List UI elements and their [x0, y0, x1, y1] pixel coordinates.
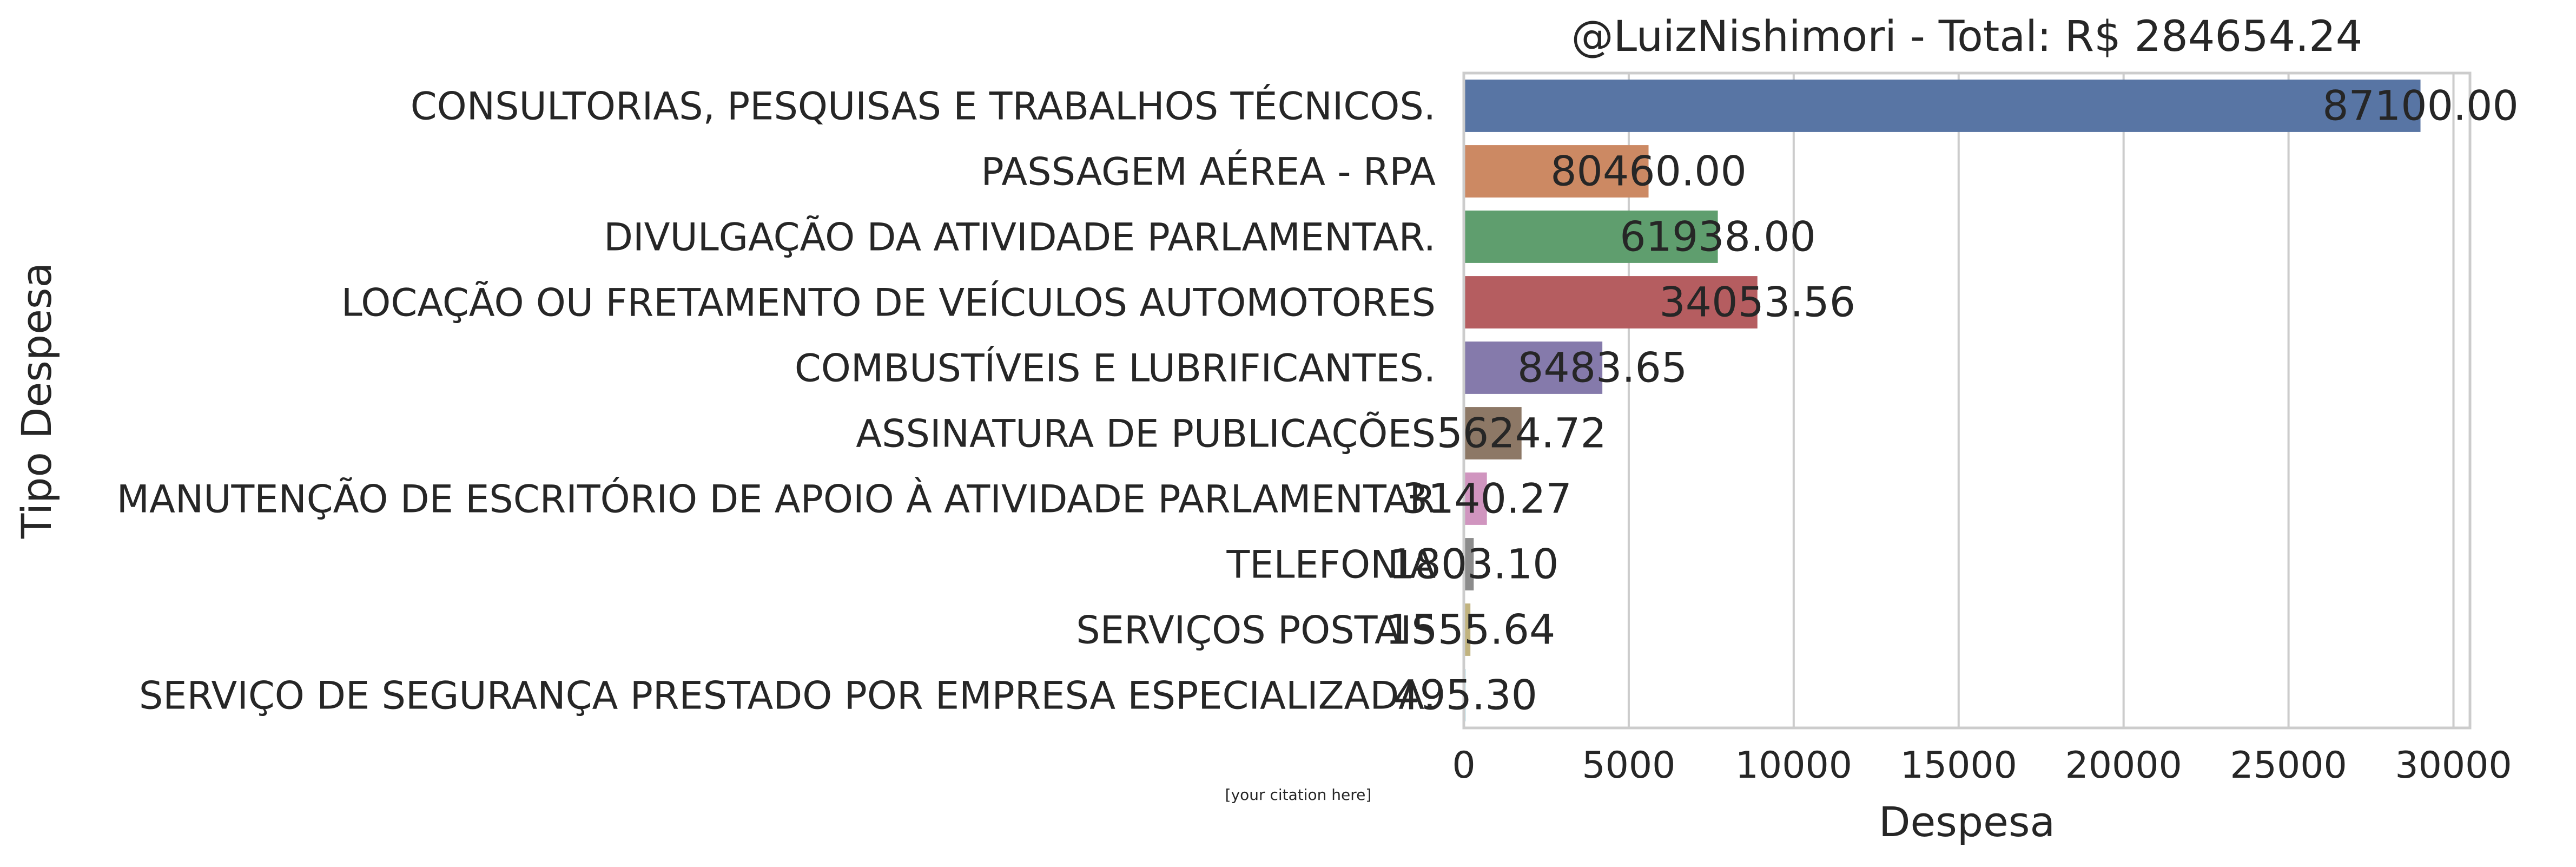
bars	[1464, 80, 2421, 721]
bar	[1464, 407, 1522, 459]
x-tick-label: 10000	[1735, 744, 1852, 787]
x-axis-label: Despesa	[1879, 798, 2055, 846]
y-tick-label: ASSINATURA DE PUBLICAÇÕES	[856, 412, 1436, 456]
y-tick-label: COMBUSTÍVEIS E LUBRIFICANTES.	[795, 346, 1436, 391]
bar	[1464, 211, 1718, 263]
plot-frame	[1462, 71, 2472, 730]
x-tick-label: 5000	[1582, 744, 1675, 787]
data-label: 80460.00	[1550, 147, 1747, 195]
bar	[1464, 472, 1487, 525]
data-label: 8483.65	[1517, 344, 1687, 392]
data-label: 1803.10	[1389, 540, 1558, 588]
y-tick-label: TELEFONIA	[1226, 543, 1436, 587]
data-label: 1555.64	[1385, 606, 1555, 654]
data-label: 3140.27	[1402, 475, 1572, 523]
x-tick-label: 20000	[2065, 744, 2182, 787]
chart-title: @LuizNishimori - Total: R$ 284654.24	[1571, 12, 2363, 61]
bar	[1464, 603, 1471, 656]
x-tick-label: 30000	[2395, 744, 2512, 787]
y-tick-label: LOCAÇÃO OU FRETAMENTO DE VEÍCULOS AUTOMO…	[341, 281, 1436, 325]
data-label: 495.30	[1393, 671, 1537, 719]
data-label: 87100.00	[2322, 82, 2519, 130]
plot-border	[1462, 71, 2472, 730]
x-tick-label: 15000	[1900, 744, 2017, 787]
data-label: 61938.00	[1620, 213, 1816, 261]
x-tick-label: 25000	[2230, 744, 2347, 787]
bar	[1464, 145, 1649, 198]
bar	[1464, 276, 1758, 329]
bar	[1464, 80, 2421, 132]
y-tick-label: SERVIÇO DE SEGURANÇA PRESTADO POR EMPRES…	[139, 674, 1436, 718]
bar	[1464, 341, 1603, 394]
data-label: 34053.56	[1659, 278, 1855, 326]
citation-footnote: [your citation here]	[1225, 786, 1372, 804]
data-label: 5624.72	[1437, 409, 1607, 457]
bar	[1464, 538, 1474, 590]
y-tick-label: CONSULTORIAS, PESQUISAS E TRABALHOS TÉCN…	[411, 84, 1436, 129]
labels: 0 5000 10000 15000 20000 25000 30000 CONSULTORI…	[117, 82, 2519, 787]
y-tick-label: PASSAGEM AÉREA - RPA	[981, 150, 1436, 194]
x-tick-label: 0	[1452, 744, 1475, 787]
y-tick-label: SERVIÇOS POSTAIS	[1076, 608, 1436, 653]
y-axis-label: Tipo Despesa	[12, 262, 61, 539]
y-tick-label: DIVULGAÇÃO DA ATIVIDADE PARLAMENTAR.	[604, 215, 1436, 260]
y-tick-label: MANUTENÇÃO DE ESCRITÓRIO DE APOIO À ATIV…	[117, 477, 1436, 522]
